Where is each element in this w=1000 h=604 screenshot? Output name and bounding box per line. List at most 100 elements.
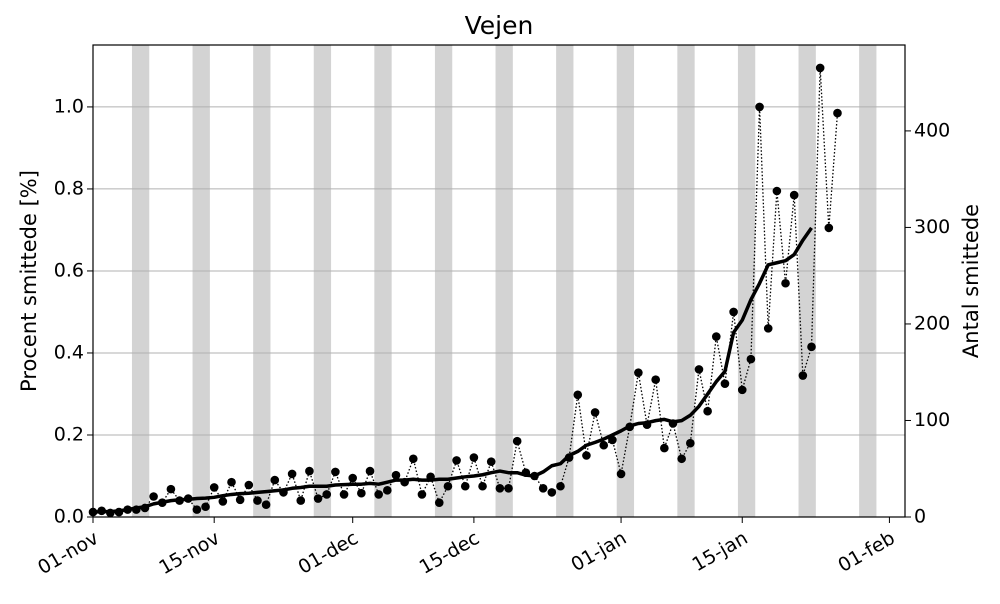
data-point	[348, 473, 358, 483]
data-point	[313, 494, 323, 503]
data-point	[469, 453, 479, 462]
data-point	[573, 390, 583, 400]
data-point	[383, 486, 392, 495]
data-point	[417, 490, 427, 499]
data-point	[166, 484, 176, 494]
data-point	[434, 498, 444, 507]
rolling-mean-line	[92, 226, 813, 514]
data-point	[495, 483, 505, 493]
data-point	[244, 480, 254, 490]
data-point	[582, 451, 591, 460]
data-point	[478, 481, 487, 491]
weekend-band	[495, 45, 513, 517]
data-point	[703, 406, 712, 416]
weekend-band	[677, 45, 695, 517]
y2-tick-label: 300	[914, 216, 950, 238]
data-point	[374, 490, 383, 499]
data-point	[149, 492, 158, 501]
data-point	[452, 456, 461, 465]
data-point	[660, 443, 669, 453]
data-point	[192, 505, 202, 514]
data-point	[408, 454, 418, 464]
data-point	[547, 488, 557, 497]
data-point	[720, 379, 730, 389]
data-point	[694, 365, 704, 374]
weekend-band	[798, 45, 816, 517]
data-point	[677, 454, 686, 464]
y2-tick-label: 400	[914, 119, 950, 141]
x-tick-label: 15-nov	[155, 527, 223, 579]
data-point	[763, 324, 773, 333]
data-point	[807, 342, 816, 352]
chart-title: Vejen	[465, 11, 534, 40]
data-point	[270, 475, 280, 485]
plot-frame	[92, 44, 906, 518]
data-point	[815, 63, 825, 73]
data-point	[365, 466, 375, 476]
data-point	[599, 440, 609, 450]
y-tick-label: 0.0	[54, 506, 84, 528]
data-point	[746, 354, 756, 364]
data-point	[391, 470, 401, 480]
data-point	[755, 102, 764, 112]
data-point	[486, 457, 496, 466]
x-tick-label: 15-dec	[416, 527, 483, 579]
data-point	[634, 368, 643, 377]
x-tick-label: 15-jan	[689, 527, 752, 576]
data-point	[504, 483, 513, 493]
weekend-band	[374, 45, 392, 517]
data-point	[833, 108, 842, 118]
weekend-band	[859, 45, 877, 517]
weekend-band	[192, 45, 210, 517]
data-point	[287, 469, 297, 479]
y-tick-label: 0.4	[54, 341, 84, 363]
data-point	[512, 436, 522, 446]
data-point	[322, 490, 332, 499]
data-point	[616, 469, 626, 479]
data-point	[227, 477, 236, 487]
weekend-band	[313, 45, 332, 517]
weekend-band	[131, 45, 150, 517]
data-point	[235, 495, 245, 505]
data-point	[686, 438, 695, 448]
weekend-band	[737, 45, 756, 517]
data-point	[789, 190, 799, 200]
data-point	[538, 483, 548, 493]
y-tick-label: 0.8	[54, 177, 84, 199]
weekend-band	[616, 45, 635, 517]
data-point	[781, 278, 790, 288]
y-tick-label: 0.6	[54, 259, 84, 281]
weekend-band	[253, 45, 271, 517]
y-tick-label: 1.0	[54, 95, 84, 117]
x-tick-label: 01-dec	[294, 527, 361, 579]
data-point	[772, 186, 782, 196]
data-point	[651, 375, 660, 384]
data-point	[590, 408, 600, 417]
data-point	[443, 481, 453, 491]
data-point	[209, 483, 219, 492]
y-axis-label: Procent smittede [%]	[17, 170, 41, 392]
data-point	[357, 488, 366, 498]
data-point	[305, 466, 314, 476]
data-point	[460, 481, 470, 491]
data-point	[253, 496, 262, 505]
data-point	[339, 490, 349, 499]
weekend-band	[556, 45, 574, 517]
data-point	[331, 467, 340, 477]
data-point	[729, 307, 738, 317]
x-tick-label: 01-jan	[567, 527, 630, 576]
data-point	[824, 223, 834, 233]
data-point	[798, 371, 808, 380]
x-tick-label: 01-nov	[34, 527, 102, 579]
y-tick-label: 0.2	[54, 423, 84, 445]
data-point	[201, 502, 210, 512]
y2-tick-label: 100	[914, 409, 950, 431]
data-point	[737, 385, 747, 395]
data-point	[556, 481, 565, 491]
data-point	[261, 500, 271, 509]
data-point	[218, 497, 228, 506]
y2-tick-label: 0	[914, 506, 926, 528]
y2-axis-label: Antal smittede	[959, 204, 983, 358]
data-point	[296, 496, 306, 505]
